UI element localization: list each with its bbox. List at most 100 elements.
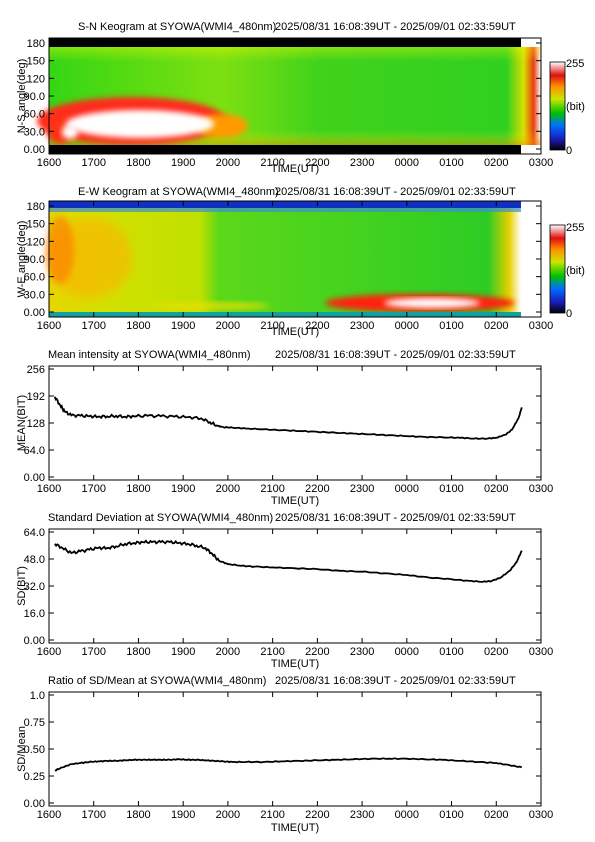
ew-keogram-yticks: 0.00 30.0 60.0 90.0 120 150 180 (24, 201, 541, 319)
x-tick-label: 0100 (439, 157, 463, 169)
y-tick-label: 0.00 (24, 635, 45, 647)
ew-colorbar-max: 255 (566, 222, 584, 234)
x-tick-label: 2200 (305, 646, 329, 658)
y-tick-label: 0.50 (24, 744, 45, 756)
x-tick-label: 1800 (126, 483, 150, 495)
sn-keogram-ylabel: N-S angle(deg) (16, 59, 28, 134)
sd-ylabel: SD(BIT) (16, 566, 28, 606)
y-tick-label: 128 (27, 418, 45, 430)
x-tick-label: 0300 (529, 809, 553, 821)
x-tick-label: 0200 (484, 646, 508, 658)
y-tick-label: 32.0 (24, 581, 45, 593)
x-tick-label: 2300 (350, 483, 374, 495)
x-tick-label: 0000 (395, 157, 419, 169)
sn-keogram-image (37, 38, 541, 154)
sn-keogram-time-range: 2025/08/31 16:08:39UT - 2025/09/01 02:33… (275, 21, 516, 33)
y-tick-label: 120 (27, 73, 45, 85)
y-tick-label: 64.0 (24, 445, 45, 457)
x-tick-label: 2000 (216, 646, 240, 658)
x-tick-label: 1600 (37, 809, 61, 821)
x-tick-label: 2100 (260, 809, 284, 821)
sn-colorbar: 255 (bit) 0 (549, 58, 585, 157)
sd-xticks: 1600 1700 1800 1900 2000 2100 2200 2300 0000 0100… (37, 529, 553, 658)
y-tick-label: 30.0 (24, 126, 45, 138)
mean-yticks: 0.00 64.0 128 192 256 (24, 364, 541, 484)
ew-keogram-image (46, 201, 541, 317)
y-tick-label: 180 (27, 201, 45, 213)
y-tick-label: 150 (27, 219, 45, 231)
x-tick-label: 1700 (81, 320, 105, 332)
x-tick-label: 0000 (395, 646, 419, 658)
x-tick-label: 1900 (171, 483, 195, 495)
sn-keogram-title: S-N Keogram at SYOWA(WMI4_480nm) (78, 21, 276, 33)
y-tick-label: 180 (27, 38, 45, 50)
x-tick-label: 2100 (260, 646, 284, 658)
x-tick-label: 2200 (305, 483, 329, 495)
ew-keogram-title: E-W Keogram at SYOWA(WMI4_480nm) (78, 186, 279, 198)
ew-keogram-xticks: 1600 1700 1800 1900 2000 2100 2200 2300 0000 0100… (37, 201, 553, 332)
ratio-xticks: 1600 1700 1800 1900 2000 2100 2200 2300 0000 0100… (37, 692, 553, 821)
x-tick-label: 2000 (216, 320, 240, 332)
x-tick-label: 0300 (529, 646, 553, 658)
x-tick-label: 1900 (171, 646, 195, 658)
y-tick-label: 64.0 (24, 527, 45, 539)
x-tick-label: 1900 (171, 809, 195, 821)
y-tick-label: 16.0 (24, 608, 45, 620)
ratio-ylabel: SD/Mean (16, 726, 28, 772)
ew-keogram-xlabel: TIME(UT) (271, 326, 319, 338)
x-tick-label: 1700 (81, 646, 105, 658)
x-tick-label: 0200 (484, 809, 508, 821)
x-tick-label: 2200 (305, 157, 329, 169)
x-tick-label: 2300 (350, 157, 374, 169)
y-tick-label: 1.0 (30, 690, 45, 702)
x-tick-label: 1600 (37, 157, 61, 169)
x-tick-label: 0000 (395, 320, 419, 332)
x-tick-label: 2300 (350, 809, 374, 821)
x-tick-label: 1900 (171, 157, 195, 169)
y-tick-label: 30.0 (24, 289, 45, 301)
mean-series-line (53, 396, 523, 440)
x-tick-label: 0200 (484, 157, 508, 169)
y-tick-label: 0.00 (24, 472, 45, 484)
x-tick-label: 2200 (305, 320, 329, 332)
x-tick-label: 0300 (529, 483, 553, 495)
y-tick-label: 48.0 (24, 554, 45, 566)
ew-colorbar-min: 0 (566, 308, 572, 320)
mean-title: Mean intensity at SYOWA(WMI4_480nm) (48, 349, 251, 361)
sd-yticks: 0.00 16.0 32.0 48.0 64.0 (24, 527, 541, 647)
x-tick-label: 2000 (216, 157, 240, 169)
sd-xlabel: TIME(UT) (271, 658, 319, 670)
y-tick-label: 0.00 (24, 144, 45, 156)
y-tick-label: 90.0 (24, 91, 45, 103)
ratio-time-range: 2025/08/31 16:08:39UT - 2025/09/01 02:33… (275, 675, 516, 687)
x-tick-label: 0300 (529, 157, 553, 169)
sn-keogram-panel: S-N Keogram at SYOWA(WMI4_480nm) 2025/08… (16, 21, 585, 175)
y-tick-label: 192 (27, 391, 45, 403)
y-tick-label: 150 (27, 56, 45, 68)
x-tick-label: 1800 (126, 809, 150, 821)
ratio-panel: Ratio of SD/Mean at SYOWA(WMI4_480nm) 20… (16, 675, 553, 834)
x-tick-label: 2000 (216, 483, 240, 495)
x-tick-label: 2100 (260, 157, 284, 169)
ratio-xlabel: TIME(UT) (271, 822, 319, 834)
ew-colorbar-unit: (bit) (566, 265, 585, 277)
y-tick-label: 0.00 (24, 798, 45, 810)
x-tick-label: 2200 (305, 809, 329, 821)
sd-series-line (54, 539, 523, 583)
ratio-plot-frame (48, 691, 542, 807)
mean-ylabel: MEAN(BIT) (16, 395, 28, 451)
x-tick-label: 1800 (126, 157, 150, 169)
ratio-title: Ratio of SD/Mean at SYOWA(WMI4_480nm) (48, 675, 266, 687)
x-tick-label: 0200 (484, 483, 508, 495)
x-tick-label: 1700 (81, 809, 105, 821)
x-tick-label: 1800 (126, 646, 150, 658)
y-tick-label: 0.00 (24, 307, 45, 319)
x-tick-label: 1600 (37, 320, 61, 332)
mean-time-range: 2025/08/31 16:08:39UT - 2025/09/01 02:33… (275, 349, 516, 361)
y-tick-label: 120 (27, 236, 45, 248)
ratio-yticks: 0.00 0.25 0.50 0.75 1.0 (24, 690, 541, 810)
x-tick-label: 2100 (260, 320, 284, 332)
x-tick-label: 0100 (439, 646, 463, 658)
std-dev-panel: Standard Deviation at SYOWA(WMI4_480nm) … (16, 512, 553, 670)
